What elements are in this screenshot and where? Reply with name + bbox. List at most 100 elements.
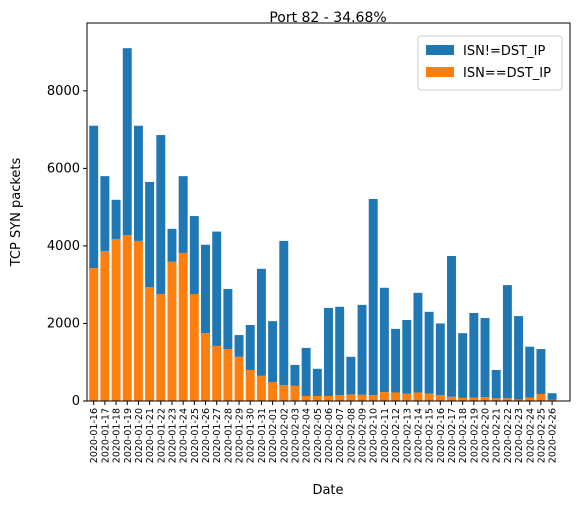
y-tick-label: 6000 [47,161,80,176]
bar-segment [301,347,311,396]
bar-segment [178,176,188,253]
x-tick-label: 2020-02-18 [458,408,469,463]
x-tick-label: 2020-02-02 [279,408,290,463]
bar-segment [514,399,524,401]
bar-segment [391,328,401,393]
x-tick-label: 2020-01-21 [145,408,156,463]
x-tick-label: 2020-02-22 [503,408,514,463]
x-tick-label: 2020-02-12 [391,408,402,463]
plot-frame [86,22,571,402]
bar-segment [100,176,110,251]
bar-segment [201,333,210,401]
x-tick-label: 2020-01-23 [167,408,178,463]
bar-segment [324,307,333,396]
x-tick-label: 2020-02-09 [358,408,369,463]
x-tick-label: 2020-02-25 [536,408,547,463]
bar-segment [469,397,479,401]
x-tick-label: 2020-02-06 [324,408,335,463]
bar-segment [536,349,546,395]
x-tick-label: 2020-02-16 [436,408,447,463]
x-tick-label: 2020-01-26 [201,408,212,463]
bar-segment [458,397,468,401]
x-tick-label: 2020-02-15 [425,408,436,463]
bar-segment [256,268,266,376]
legend-label: ISN==DST_IP [463,66,551,81]
bar-segment [245,325,255,370]
bar-segment [268,382,278,401]
x-tick-label: 2020-02-14 [413,408,424,463]
x-tick-label: 2020-01-28 [223,408,234,463]
bar-segment [502,398,512,401]
x-tick-label: 2020-02-08 [346,408,357,463]
bar-segment [447,256,456,397]
y-axis-label: TCP SYN packets [9,157,24,267]
bar-segment [122,235,132,401]
bar-segment [312,368,322,396]
bar-segment [212,345,222,401]
x-tick-label: 2020-01-24 [179,408,190,463]
bar-segment [368,395,378,401]
bar-segment [335,306,345,396]
bar-segment [480,318,490,398]
x-tick-label: 2020-01-25 [190,408,201,463]
bar-segment [547,393,557,400]
y-tick-label: 4000 [47,239,80,254]
bar-segment [245,369,255,401]
bar-segment [290,385,300,401]
x-tick-label: 2020-01-30 [246,408,257,463]
bar-segment [223,288,233,350]
bar-segment [346,394,356,401]
bar-segment [368,199,378,396]
x-tick-label: 2020-01-16 [89,408,100,463]
x-tick-label: 2020-02-11 [380,408,391,463]
bar-segment [324,395,333,401]
bar-segment [391,392,401,401]
x-tick-label: 2020-02-21 [492,408,503,463]
x-tick-label: 2020-02-17 [447,408,458,463]
bar-segment [212,231,222,346]
x-tick-label: 2020-02-19 [469,408,480,463]
bar-segment [301,395,311,401]
bar-segment [491,398,501,401]
x-tick-label: 2020-02-23 [514,408,525,463]
bar-segment [335,395,345,401]
x-tick-label: 2020-02-07 [335,408,346,463]
bar-segment [547,399,557,401]
bar-segment [525,346,535,398]
x-tick-label: 2020-01-31 [257,408,268,463]
x-tick-label: 2020-02-05 [313,408,324,463]
bar-segment [279,240,289,386]
bar-segment [424,311,434,394]
x-tick-label: 2020-02-13 [402,408,413,463]
bar-segment [290,364,300,386]
x-tick-label: 2020-02-01 [268,408,279,463]
bar-segment [223,349,233,401]
chart-title: Port 82 - 34.68% [269,10,386,26]
x-tick-label: 2020-01-20 [134,408,145,463]
bar-segment [167,228,177,262]
x-tick-label: 2020-01-27 [212,408,223,463]
bar-segment [480,397,490,401]
y-tick-label: 8000 [47,84,80,99]
bar-segment [268,321,278,383]
x-tick-label: 2020-02-03 [290,408,301,463]
bar-segment [435,395,445,401]
bar-segment [279,385,289,401]
bar-segment [156,293,166,401]
bar-segment [189,216,199,294]
y-tick-label: 0 [72,394,80,409]
x-tick-label: 2020-02-20 [481,408,492,463]
legend-label: ISN!=DST_IP [463,44,545,59]
bar-segment [133,240,143,401]
bar-segment [458,333,468,398]
bar-segment [379,287,389,393]
bar-segment [502,285,512,399]
bar-segment [89,268,99,401]
bar-segment [145,181,155,288]
x-tick-label: 2020-01-29 [235,408,246,463]
bar-segment [234,356,244,401]
bar-segment [525,397,535,401]
x-tick-label: 2020-01-17 [100,408,111,463]
bar-segment [357,394,367,401]
x-tick-label: 2020-02-24 [525,408,536,463]
